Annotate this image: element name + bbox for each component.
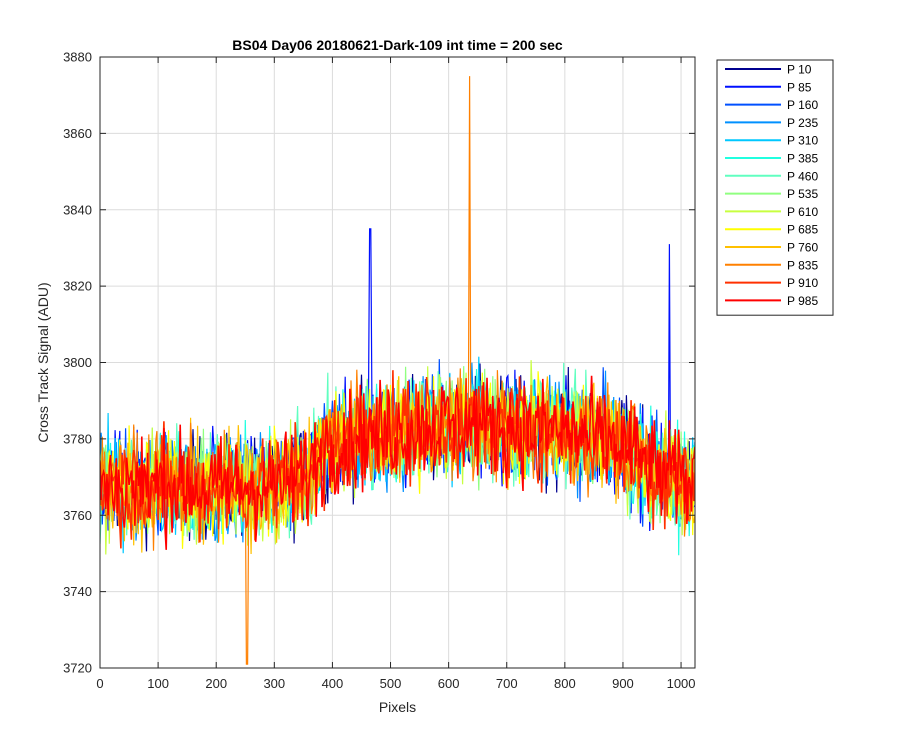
y-tick-label: 3720 (63, 661, 92, 676)
legend-label: P 685 (787, 223, 818, 237)
y-tick-label: 3880 (63, 50, 92, 65)
legend-label: P 535 (787, 187, 818, 201)
legend-label: P 310 (787, 134, 818, 148)
x-tick-label: 500 (380, 676, 402, 691)
legend-label: P 760 (787, 241, 818, 255)
x-axis-ticks: 0 100 200 300 400 500 600 700 800 900 1000 (96, 57, 696, 691)
series-line-p-985 (100, 375, 695, 550)
x-tick-label: 1000 (667, 676, 696, 691)
x-tick-label: 900 (612, 676, 634, 691)
legend-label: P 85 (787, 80, 812, 94)
x-tick-label: 100 (147, 676, 169, 691)
x-tick-label: 800 (554, 676, 576, 691)
x-axis-label: Pixels (379, 699, 416, 715)
y-tick-label: 3740 (63, 584, 92, 599)
y-axis-ticks: 3720 3740 3760 3780 3800 3820 3840 3860 3880 (63, 50, 695, 676)
x-tick-label: 600 (438, 676, 460, 691)
y-tick-label: 3860 (63, 126, 92, 141)
legend: P 10 P 85 P 160 P 235 P 310 P 385 P 460 P 535 P … (716, 59, 834, 316)
legend-label: P 910 (787, 276, 818, 290)
x-tick-label: 700 (496, 676, 518, 691)
y-axis-label: Cross Track Signal (ADU) (35, 282, 51, 442)
x-tick-label: 300 (263, 676, 285, 691)
legend-label: P 835 (787, 258, 818, 272)
legend-label: P 385 (787, 152, 818, 166)
y-tick-label: 3840 (63, 202, 92, 217)
series-lines (100, 76, 695, 665)
legend-label: P 10 (787, 63, 812, 77)
legend-label: P 610 (787, 205, 818, 219)
x-tick-label: 0 (96, 676, 103, 691)
y-tick-label: 3820 (63, 279, 92, 294)
x-tick-label: 200 (205, 676, 227, 691)
y-tick-label: 3780 (63, 431, 92, 446)
legend-label: P 160 (787, 98, 818, 112)
legend-box (716, 59, 834, 316)
legend-label: P 235 (787, 116, 818, 130)
y-tick-label: 3800 (63, 355, 92, 370)
y-tick-label: 3760 (63, 508, 92, 523)
chart-title: BS04 Day06 20180621-Dark-109 int time = … (232, 37, 563, 53)
x-tick-label: 400 (322, 676, 344, 691)
legend-label: P 460 (787, 169, 818, 183)
legend-label: P 985 (787, 294, 818, 308)
